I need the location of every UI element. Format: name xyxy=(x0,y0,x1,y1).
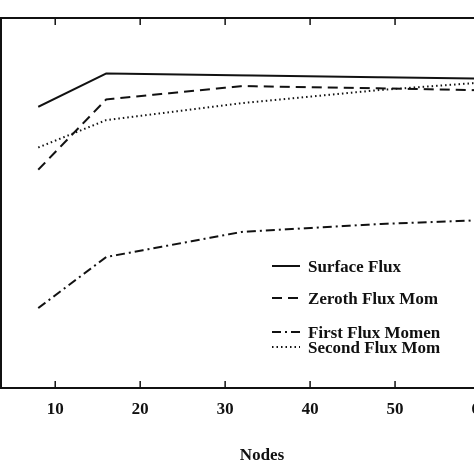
x-tick-label: 30 xyxy=(217,399,234,418)
x-tick-label: 10 xyxy=(47,399,64,418)
series-line xyxy=(37,82,474,149)
legend-label: Zeroth Flux Mom xyxy=(308,289,438,308)
x-tick-label: 60 xyxy=(472,399,474,418)
x-tick-label: 40 xyxy=(302,399,319,418)
legend-label: First Flux Momen xyxy=(308,323,441,342)
series-line xyxy=(37,85,474,171)
plot-frame xyxy=(0,17,474,389)
series-line xyxy=(37,72,474,108)
x-tick-label: 50 xyxy=(387,399,404,418)
legend-label: Second Flux Mom xyxy=(308,338,440,357)
series-line xyxy=(37,219,474,309)
x-tick-label: 20 xyxy=(132,399,149,418)
legend-label: Surface Flux xyxy=(308,257,402,276)
x-axis-label: Nodes xyxy=(240,445,285,464)
